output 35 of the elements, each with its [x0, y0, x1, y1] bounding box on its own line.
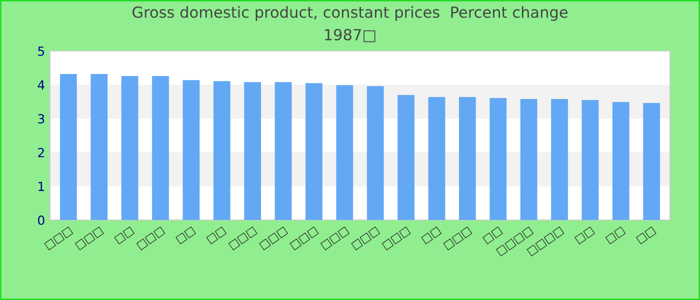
bar [152, 76, 169, 220]
bar [60, 74, 77, 220]
bar [551, 98, 568, 220]
chart-subtitle: 1987□ [325, 28, 376, 42]
y-tick-label: 0 [38, 215, 44, 225]
bar [643, 103, 660, 220]
y-tick-label: 5 [38, 46, 44, 56]
bar [612, 102, 630, 220]
chart-title: Gross domestic product, constant prices Percent change [132, 6, 568, 21]
bar [306, 83, 322, 220]
x-tick-label: □□ [114, 226, 135, 244]
x-tick-label: □□ [574, 226, 595, 244]
bar [428, 96, 446, 220]
bar [520, 98, 538, 220]
bar [366, 86, 384, 220]
bar [398, 94, 414, 220]
x-tick-label: □□ [636, 226, 656, 244]
y-tick-label: 3 [38, 114, 44, 124]
bar [336, 85, 354, 220]
bar [274, 82, 292, 220]
bar [244, 82, 262, 220]
x-tick-label: □□ [206, 226, 227, 244]
bar [490, 98, 507, 220]
y-tick-label: 1 [38, 182, 44, 191]
y-tick-label: 4 [38, 80, 44, 90]
bar [121, 76, 138, 220]
bar [458, 96, 476, 220]
x-tick-label: □□ [421, 226, 442, 244]
x-tick-label: □□ [176, 226, 196, 244]
bar [90, 74, 108, 220]
bar [182, 80, 200, 220]
bar [213, 81, 230, 220]
y-tick-label: 2 [38, 148, 44, 158]
bar [582, 100, 599, 220]
x-tick-label: □□ [605, 226, 626, 244]
